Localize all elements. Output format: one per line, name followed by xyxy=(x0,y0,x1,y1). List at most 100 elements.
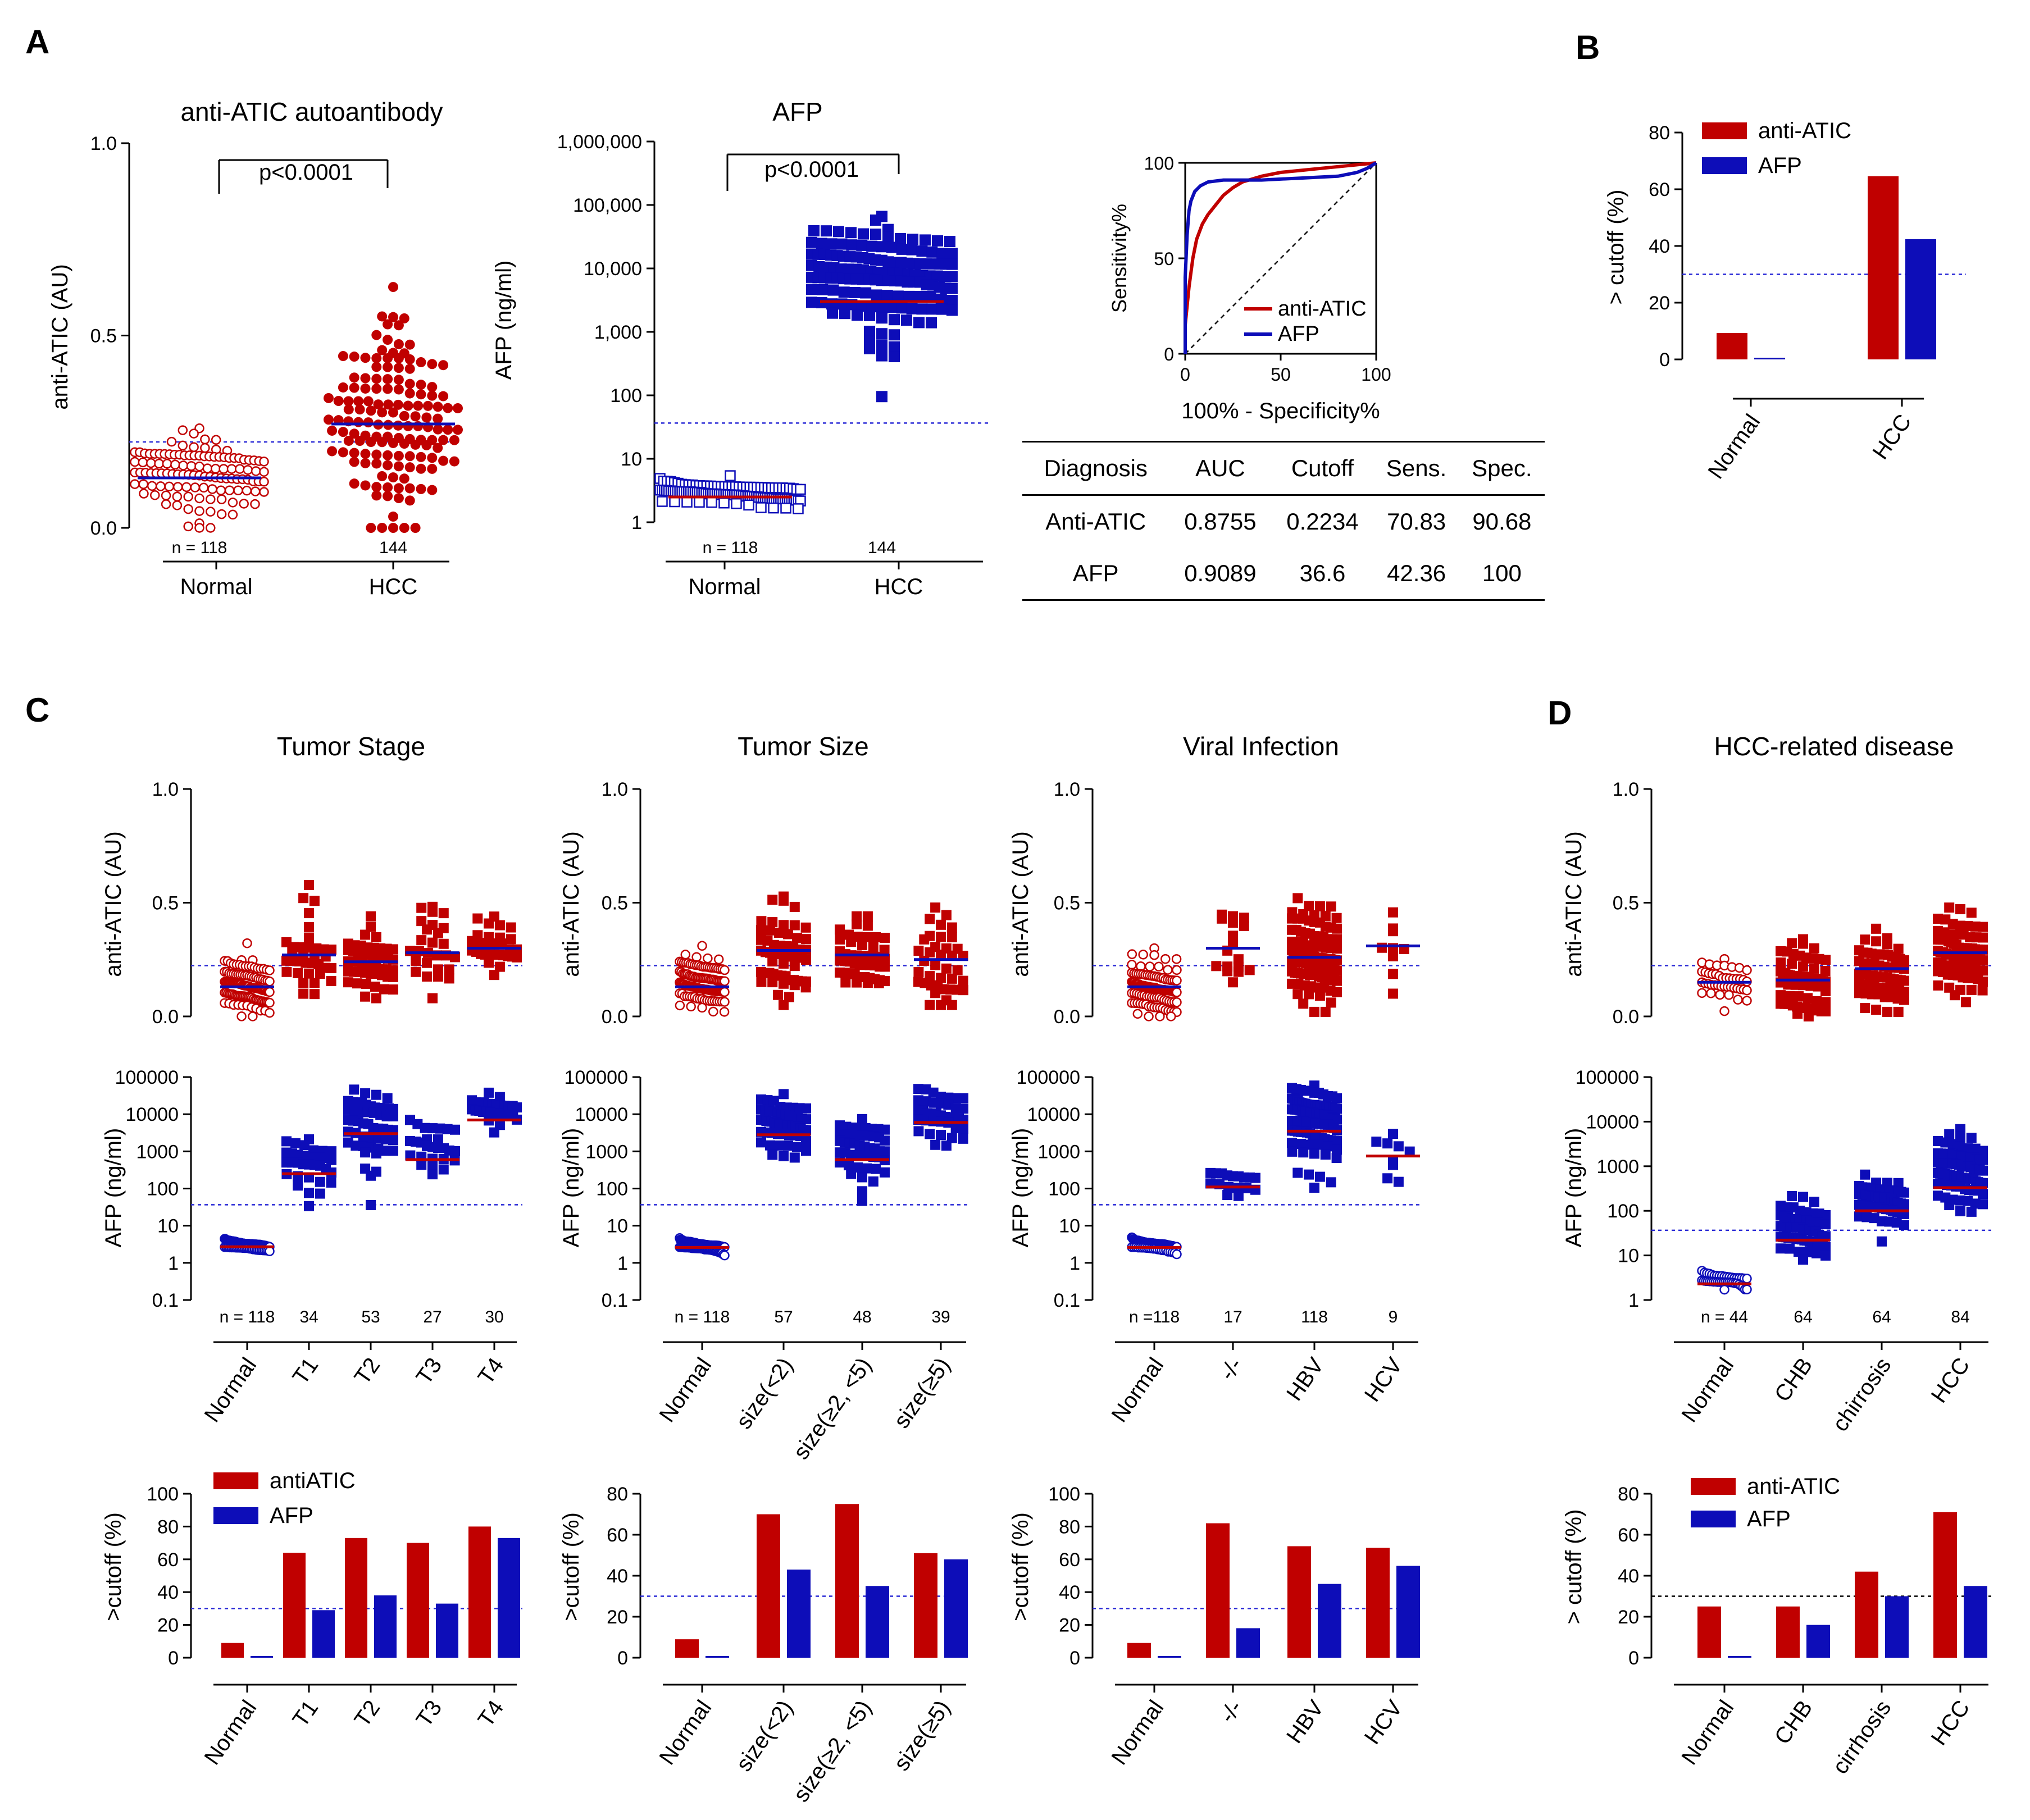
data-point xyxy=(946,248,958,259)
data-point xyxy=(327,425,338,436)
data-point xyxy=(383,374,393,385)
data-point xyxy=(880,1167,890,1178)
data-point xyxy=(383,319,393,330)
data-point xyxy=(251,466,261,476)
data-point xyxy=(352,978,362,989)
data-point xyxy=(326,975,336,986)
data-point xyxy=(1794,1247,1804,1257)
roc-table-header: Cutoff xyxy=(1291,455,1354,481)
data-point xyxy=(1776,1243,1786,1254)
y-tick-label: 100000 xyxy=(1576,1067,1639,1088)
category-label: -/- xyxy=(1215,1353,1248,1385)
y-tick-label: 0 xyxy=(1069,1648,1080,1669)
data-point xyxy=(388,312,398,322)
data-point xyxy=(1172,965,1182,975)
data-point xyxy=(130,479,140,489)
data-point xyxy=(449,456,459,467)
n-label: 30 xyxy=(485,1308,503,1326)
table-cell: Anti-ATIC xyxy=(1045,508,1146,535)
data-point xyxy=(1719,1284,1729,1295)
data-point xyxy=(1809,943,1819,954)
bar xyxy=(787,1570,811,1658)
data-point xyxy=(259,487,269,497)
x-tick-label: 50 xyxy=(1271,364,1291,385)
data-point xyxy=(443,425,453,435)
y-axis-label: anti-ATIC (AU) xyxy=(559,831,584,977)
data-point xyxy=(892,290,904,302)
data-point xyxy=(438,360,449,371)
data-point xyxy=(765,925,775,936)
data-point xyxy=(366,1170,376,1181)
category-label: HCC xyxy=(1868,410,1917,464)
data-point xyxy=(876,350,887,362)
data-point xyxy=(1304,901,1314,911)
data-point xyxy=(388,282,398,293)
data-point xyxy=(236,1011,247,1021)
data-point xyxy=(393,461,404,472)
category-label: T4 xyxy=(474,1353,509,1389)
data-point xyxy=(433,1134,443,1144)
data-point xyxy=(913,966,924,977)
category-label: HCC xyxy=(1927,1353,1975,1407)
data-point xyxy=(873,978,884,988)
data-point xyxy=(1978,965,1988,976)
table-cell: 0.9089 xyxy=(1184,560,1257,586)
bar xyxy=(407,1543,429,1658)
n-label: 9 xyxy=(1389,1308,1398,1326)
data-point xyxy=(889,329,900,341)
data-point xyxy=(1787,938,1797,948)
data-point xyxy=(363,396,374,407)
category-label: HBV xyxy=(1282,1353,1328,1406)
bar xyxy=(1236,1628,1260,1658)
data-point xyxy=(1715,989,1725,1000)
data-point xyxy=(1871,923,1882,934)
data-point xyxy=(393,483,404,494)
data-point xyxy=(371,1148,381,1158)
data-point xyxy=(1966,1206,1977,1217)
data-point xyxy=(944,236,955,248)
roc-table-header: Spec. xyxy=(1472,455,1532,481)
data-point xyxy=(789,920,800,930)
data-point xyxy=(304,932,314,943)
data-point xyxy=(876,312,887,324)
y-tick-label: 40 xyxy=(1059,1582,1080,1603)
data-point xyxy=(172,491,183,502)
y-tick-label: 1.0 xyxy=(90,133,117,154)
data-point xyxy=(207,484,217,494)
data-point xyxy=(1309,1148,1319,1159)
data-point xyxy=(840,977,851,988)
legend-swatch xyxy=(1691,1478,1736,1495)
data-point xyxy=(930,960,941,970)
y-axis-label: anti-ATIC (AU) xyxy=(48,264,72,409)
n-label: 48 xyxy=(853,1308,871,1326)
data-point xyxy=(936,1000,946,1010)
data-point xyxy=(1742,996,1752,1006)
data-point xyxy=(343,435,354,446)
data-point xyxy=(880,961,890,972)
bar xyxy=(1868,176,1899,359)
y-tick-label: 1000 xyxy=(585,1141,628,1162)
category-label: HCV xyxy=(1360,1696,1408,1749)
data-point xyxy=(326,1177,336,1188)
data-point xyxy=(427,937,438,948)
y-tick-label: 20 xyxy=(607,1607,628,1628)
data-point xyxy=(206,523,216,533)
data-point xyxy=(946,973,957,984)
data-point xyxy=(366,405,376,416)
data-point xyxy=(383,399,394,410)
y-tick-label: 1.0 xyxy=(152,779,179,800)
data-point xyxy=(326,963,336,973)
data-point xyxy=(138,457,148,468)
n-label: 53 xyxy=(361,1308,380,1326)
data-point xyxy=(1950,990,1960,1001)
data-point xyxy=(265,1007,275,1018)
data-point xyxy=(371,384,382,394)
y-tick-label: 0.0 xyxy=(90,518,117,539)
bar xyxy=(1754,358,1785,359)
data-point xyxy=(779,895,789,906)
data-point xyxy=(876,328,887,340)
table-cell: 42.36 xyxy=(1387,560,1446,586)
n-label: 57 xyxy=(774,1308,793,1326)
data-point xyxy=(1388,926,1398,937)
data-point xyxy=(780,503,791,514)
